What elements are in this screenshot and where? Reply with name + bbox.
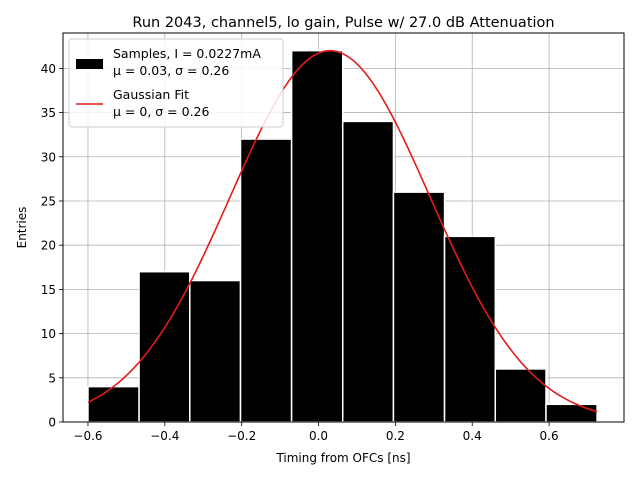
- x-tick-label: 0.2: [386, 429, 405, 443]
- histogram-bar: [341, 120, 395, 423]
- y-tick-label: 25: [41, 194, 56, 208]
- y-tick-label: 40: [41, 62, 56, 76]
- y-axis-label: Entries: [15, 207, 29, 249]
- y-tick-label: 15: [41, 283, 56, 297]
- histogram-bar: [545, 403, 598, 423]
- y-axis-ticks: 0 5 10 15 20 25 30 35 40: [41, 62, 63, 430]
- y-tick-label: 10: [41, 327, 56, 341]
- histogram-bars: [87, 49, 598, 423]
- legend: Samples, I = 0.0227mA μ = 0.03, σ = 0.26…: [68, 38, 284, 128]
- y-tick-label: 30: [41, 150, 56, 164]
- histogram-bar: [189, 279, 242, 423]
- x-tick-label: 0.4: [463, 429, 482, 443]
- legend-label-fit: Gaussian Fit: [113, 87, 189, 102]
- y-tick-label: 5: [48, 371, 56, 385]
- x-tick-label: −0.4: [150, 429, 179, 443]
- legend-swatch-samples: [76, 59, 103, 69]
- x-tick-label: 0.6: [540, 429, 559, 443]
- plot-frame: [62, 32, 625, 423]
- y-tick-label: 20: [41, 239, 56, 253]
- gaussian-fit-line: [87, 49, 598, 413]
- histogram-bar: [443, 235, 497, 423]
- legend-label-samples: Samples, I = 0.0227mA: [113, 46, 261, 61]
- x-tick-label: 0.0: [309, 429, 328, 443]
- histogram-bar: [494, 368, 547, 423]
- legend-box: [68, 38, 284, 128]
- x-tick-label: −0.2: [227, 429, 256, 443]
- legend-stats-fit: μ = 0, σ = 0.26: [113, 104, 209, 119]
- histogram-bar: [87, 385, 140, 423]
- histogram-bar: [138, 270, 191, 423]
- legend-stats-samples: μ = 0.03, σ = 0.26: [113, 63, 229, 78]
- chart-title: Run 2043, channel5, lo gain, Pulse w/ 27…: [132, 15, 554, 31]
- x-axis-label: Timing from OFCs [ns]: [275, 451, 410, 465]
- x-tick-label: −0.6: [73, 429, 102, 443]
- x-axis-ticks: −0.6 −0.4 −0.2 0.0 0.2 0.4 0.6: [73, 422, 559, 443]
- y-tick-label: 0: [48, 416, 56, 430]
- histogram-bar: [239, 138, 293, 423]
- y-tick-label: 35: [41, 106, 56, 120]
- histogram-bar: [290, 49, 344, 423]
- histogram-bar: [392, 191, 446, 423]
